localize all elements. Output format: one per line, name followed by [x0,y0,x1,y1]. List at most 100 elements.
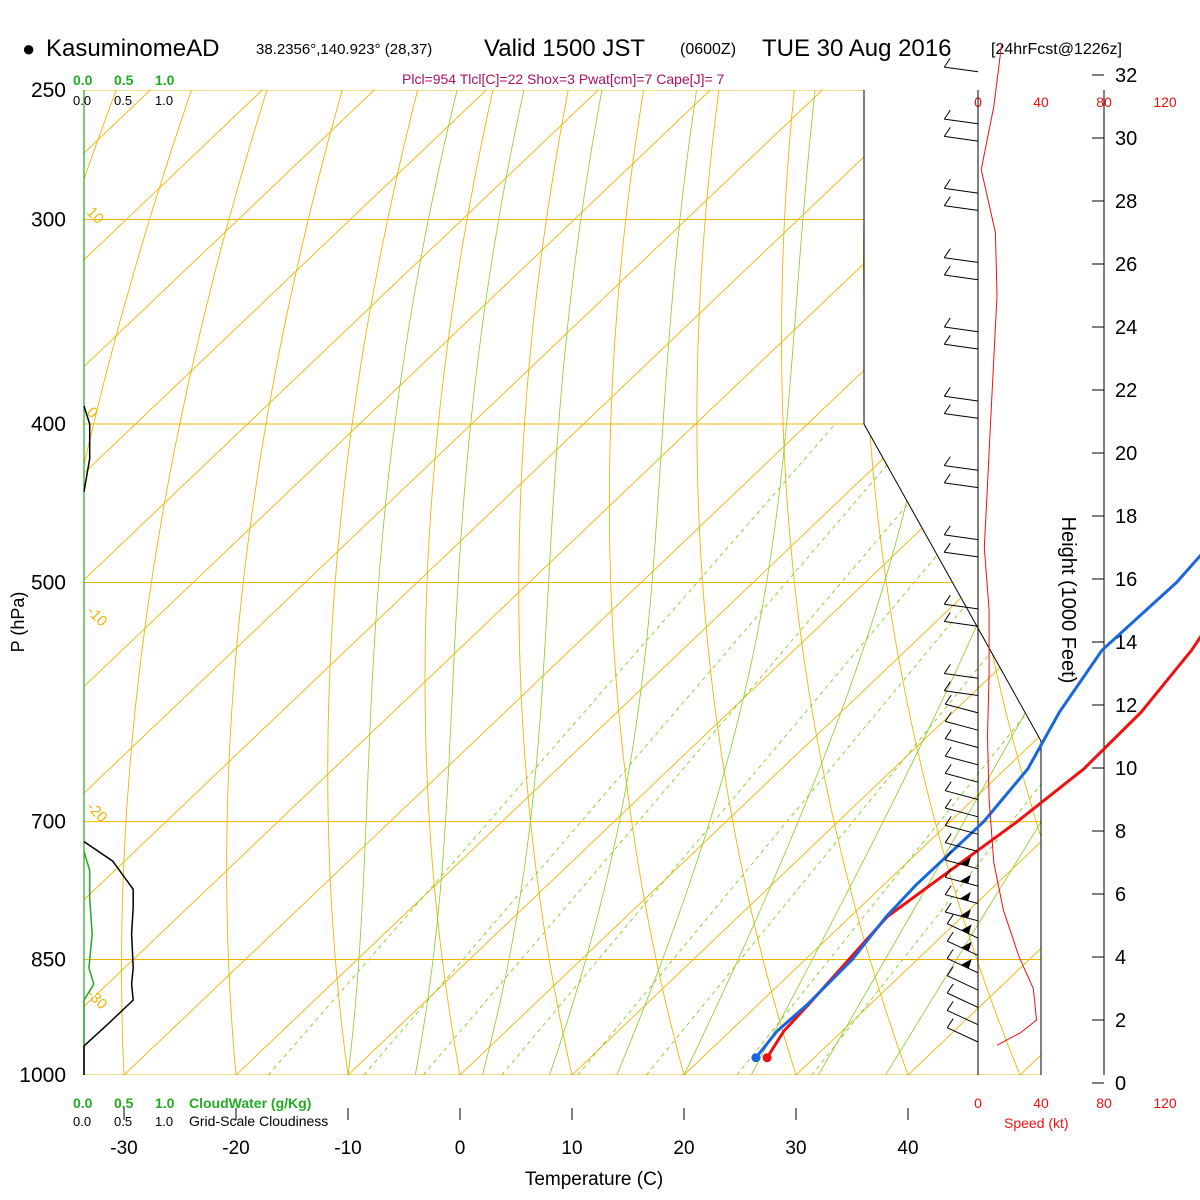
cloudiness-label: Grid-Scale Cloudiness [189,1113,328,1129]
isotherm-line [84,90,1041,1075]
wind-barb-shaft [945,720,979,731]
height-tick-label: 20 [1115,443,1137,465]
cloudwater-tick-top-1: 0.5 [114,72,134,88]
x-tick-label: -10 [334,1138,361,1159]
isotherm-line [87,90,1041,1075]
wind-barb-flag [944,694,952,705]
cloudiness-tick-top-2: 1.0 [155,93,173,108]
cloudiness-profile-upper [83,405,91,492]
wind-barb-flag [946,966,954,976]
wind-barb-shaft [946,940,979,956]
wind-barb-shaft [946,1009,979,1026]
height-tick-label: 12 [1115,695,1137,717]
wind-barb-flag [946,949,954,959]
wind-barb-flag [944,816,952,826]
height-tick-label: 24 [1115,317,1137,339]
wind-barb-shaft [944,187,979,194]
mixing-ratio-line [646,423,1041,1075]
wind-barb-flag [944,850,952,861]
height-tick-label: 30 [1115,128,1137,150]
wind-barb-shaft [944,690,979,696]
dewpoint-surface-marker [751,1053,761,1063]
plot-frame [83,90,1105,1075]
cloudwater-label: CloudWater (g/Kg) [189,1095,311,1111]
wind-barb-flag [944,764,952,774]
x-tick-label: -30 [110,1138,137,1159]
moist-adiabat-line [885,90,1041,1075]
wind-barb-pennant [961,941,972,952]
pressure-tick-label: 500 [31,572,66,595]
moist-adiabat-line [750,90,1041,1075]
isotherm-line [647,90,1041,1075]
wind-barb-flag [946,983,954,994]
stability-indices: Plcl=954 Tlcl[C]=22 Shox=3 Pwat[cm]=7 Ca… [402,71,725,87]
wind-barb-flag [944,902,952,913]
x-tick-label: 40 [897,1138,918,1159]
dry-adiabat-line [696,90,808,1075]
wind-barb-shaft [944,66,979,73]
wind-barb-flag [943,248,951,258]
mixing-ratio-line [363,423,923,1075]
isotherm-line [759,90,1041,1075]
wind-barb-flag [944,729,952,739]
dry-adiabat-line [121,90,277,1075]
station-name: KasuminomeAD [46,35,219,62]
cloudiness-tick-bottom-2: 1.0 [155,1114,173,1129]
height-tick-label: 16 [1115,569,1137,591]
grid-label: 3 [421,1086,440,1102]
cloudwater-tick-bottom-2: 1.0 [155,1095,175,1111]
height-tick-label: 10 [1115,758,1137,780]
mixing-ratio-line [736,423,1041,1075]
isotherm-line [311,90,1041,1075]
x-tick-label: 10 [561,1138,582,1159]
dry-adiabat-line [327,90,426,1075]
wind-barb-flag [943,664,951,674]
height-tick-label: 32 [1115,65,1137,87]
cloudiness-tick-top-1: 0.5 [114,93,132,108]
wind-barb-flag [943,317,951,328]
moist-adiabat-line [549,90,697,1075]
isotherm-line [983,90,1041,1075]
grid-label: -10 [83,603,110,630]
cloud-water-profile [83,851,95,1075]
wind-barb-flag [944,781,952,791]
dry-adiabat-line [226,90,351,1075]
pressure-tick-label: 300 [31,209,66,232]
wind-barb-shaft [945,894,979,904]
moist-adiabat-line [414,90,525,1075]
wind-speed-profile [980,43,1038,1046]
isotherm-line [84,90,630,1075]
side-profiles [83,405,134,1075]
profile-series [751,553,1200,1063]
speed-axis-label: Speed (kt) [1004,1115,1069,1131]
mixing-ratio-line [811,423,1041,1075]
height-tick-label: 0 [1115,1073,1126,1095]
wind-barb-shaft [946,975,979,991]
x-tick-label: 0 [455,1138,466,1159]
wind-barb-shaft [944,118,979,125]
wind-barb-shaft [945,807,979,818]
isotherm-line [84,90,966,1075]
y-axis-title: P (hPa) [8,592,28,653]
wind-barb-pennant [961,959,972,969]
wind-barb-flag [943,179,951,189]
wind-barb-shaft [945,738,979,748]
wind-barb-shaft [945,911,979,922]
wind-barb-flag [943,57,951,68]
pressure-tick-label: 400 [31,413,66,436]
mixing-ratio-line [501,423,1041,1075]
cloudwater-tick-top-0: 0.0 [73,72,93,88]
pressure-tick-label: 700 [31,811,66,834]
temperature-line [765,634,1200,1059]
wind-barb-shaft [944,551,979,558]
wind-barb-shaft [944,603,979,610]
wind-barb-shaft [944,413,979,419]
wind-barb-shaft [944,205,979,211]
wind-barb-pennant [961,924,972,934]
dry-adiabat-line [424,90,500,1075]
cloudwater-tick-bottom-1: 0.5 [114,1095,134,1111]
height-tick-label: 8 [1115,821,1126,843]
wind-barb-pennant [959,909,971,919]
wind-barb-shaft [945,824,979,835]
